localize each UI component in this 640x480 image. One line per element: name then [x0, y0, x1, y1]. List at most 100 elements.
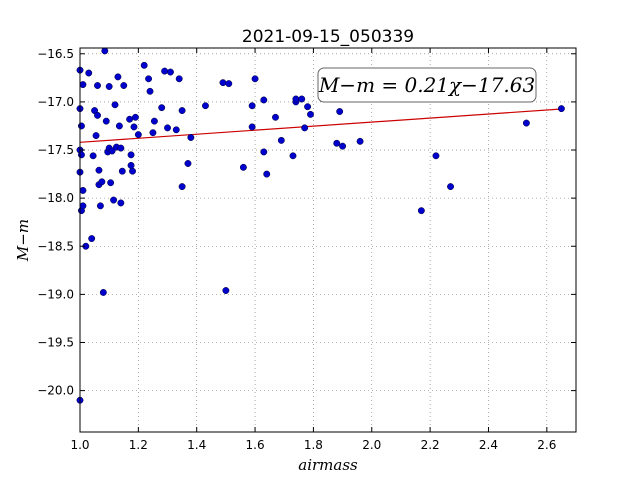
data-point	[88, 235, 96, 243]
data-point	[134, 131, 142, 139]
data-point	[298, 95, 306, 103]
data-point	[219, 79, 227, 87]
data-point	[251, 75, 259, 83]
data-point	[98, 178, 106, 186]
data-point	[127, 151, 135, 159]
data-point	[272, 113, 279, 121]
x-axis-label: airmass	[298, 456, 358, 474]
data-point	[94, 111, 101, 119]
data-point	[99, 289, 107, 296]
x-tick-label: 2.0	[362, 438, 381, 452]
data-point	[292, 95, 300, 103]
data-point	[115, 122, 123, 130]
y-tick-label: −20.0	[37, 384, 74, 398]
data-point	[101, 47, 109, 55]
x-tick-label: 2.6	[537, 438, 556, 452]
data-point	[432, 152, 440, 160]
data-point	[161, 67, 169, 75]
data-point	[94, 82, 101, 89]
data-point	[117, 144, 125, 152]
data-point	[178, 107, 186, 115]
data-point	[178, 183, 186, 191]
x-tick-label: 1.6	[246, 438, 265, 452]
data-point	[130, 123, 138, 131]
data-point	[333, 139, 341, 147]
data-point	[92, 132, 100, 140]
y-tick-label: −17.0	[37, 95, 74, 109]
data-point	[107, 179, 115, 187]
data-point	[78, 122, 85, 130]
data-point	[149, 129, 157, 137]
data-point	[127, 161, 135, 169]
data-point	[225, 80, 233, 88]
data-point	[248, 102, 256, 110]
annotation-box	[317, 67, 537, 103]
data-point	[202, 102, 209, 110]
data-point	[150, 117, 158, 125]
data-point	[129, 167, 136, 175]
data-point	[248, 123, 256, 131]
data-point	[111, 101, 119, 109]
data-point	[102, 117, 110, 125]
fit-layer	[79, 108, 562, 143]
data-point	[96, 202, 104, 210]
data-point	[557, 105, 565, 113]
data-point	[289, 152, 297, 160]
data-point	[95, 166, 103, 174]
x-tick-label: 2.2	[421, 438, 440, 452]
data-point	[301, 124, 309, 132]
data-point	[120, 82, 128, 89]
data-point	[339, 142, 347, 150]
data-point	[172, 126, 180, 134]
y-tick-label: −19.0	[37, 287, 74, 301]
x-tick-label: 1.8	[304, 438, 323, 452]
data-point	[307, 110, 314, 118]
plot-frame	[79, 47, 577, 433]
data-point	[146, 87, 154, 95]
x-tick-label: 1.2	[129, 438, 148, 452]
data-point	[336, 108, 344, 115]
data-point	[263, 170, 271, 178]
data-point	[239, 163, 247, 171]
data-point	[79, 186, 87, 194]
data-point	[166, 68, 174, 76]
data-point	[260, 148, 268, 156]
y-axis-label: M−m	[14, 219, 32, 262]
data-point	[260, 96, 268, 104]
data-point	[79, 81, 87, 89]
x-tick-label: 1.0	[70, 438, 89, 452]
x-tick-label: 2.4	[479, 438, 498, 452]
data-point	[117, 199, 125, 207]
data-point	[417, 207, 425, 215]
data-point	[131, 113, 139, 121]
data-point	[522, 119, 530, 127]
data-point	[118, 167, 126, 175]
x-tick-label: 1.4	[187, 438, 206, 452]
data-point	[140, 61, 148, 69]
y-tick-label: −16.5	[37, 47, 74, 61]
y-tick-label: −18.5	[37, 239, 74, 253]
y-tick-label: −18.0	[37, 191, 74, 205]
data-point	[222, 287, 230, 294]
fit-line	[79, 108, 562, 143]
plot-area	[80, 48, 576, 432]
data-point	[175, 75, 183, 83]
data-point	[447, 183, 454, 191]
data-point	[108, 147, 116, 155]
data-point	[187, 134, 195, 141]
data-point	[85, 69, 93, 77]
data-point	[105, 83, 113, 90]
data-point	[158, 104, 166, 112]
chart-title: 2021-09-15_050339	[242, 27, 414, 47]
data-point	[145, 75, 153, 83]
data-point	[356, 137, 364, 145]
data-point	[304, 103, 312, 111]
data-point	[184, 160, 192, 167]
y-tick-label: −17.5	[37, 143, 74, 157]
fit-annotation: M−m = 0.21χ−17.63	[317, 67, 537, 103]
data-point	[126, 115, 134, 123]
data-point	[78, 151, 85, 159]
data-point	[277, 136, 285, 144]
